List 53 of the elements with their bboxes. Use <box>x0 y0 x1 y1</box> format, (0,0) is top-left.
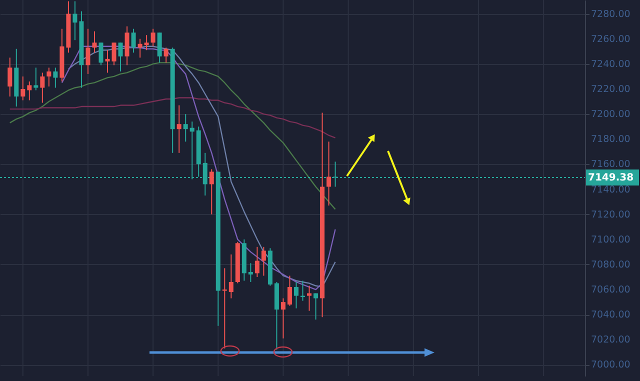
y-tick-label: 7240.00 <box>591 58 630 70</box>
candlestick <box>72 0 78 41</box>
ref-line-label: 7149.38 <box>588 172 634 184</box>
candlestick <box>98 42 104 66</box>
y-tick-label: 7060.00 <box>591 284 630 296</box>
candlestick <box>46 67 52 87</box>
candlestick <box>307 285 312 312</box>
candlestick <box>280 298 286 339</box>
candlestick <box>314 292 318 320</box>
candlestick <box>86 28 90 74</box>
candlestick <box>157 32 162 64</box>
candlestick <box>287 275 292 306</box>
y-tick-label: 7100.00 <box>591 234 630 246</box>
candlestick <box>131 28 136 54</box>
candlestick <box>118 42 123 72</box>
candlestick <box>92 30 97 54</box>
y-tick-label: 7220.00 <box>591 84 630 95</box>
candlestick <box>112 42 116 66</box>
candlestick <box>261 246 266 276</box>
candlestick <box>248 262 253 282</box>
candlestick <box>183 114 188 142</box>
candlestick <box>138 38 142 58</box>
y-tick-label: 7280.00 <box>591 8 630 20</box>
candlestick <box>105 50 110 74</box>
line-series <box>9 97 336 138</box>
y-tick-label: 7080.00 <box>591 259 630 270</box>
candlestick <box>176 104 182 154</box>
y-tick-label: 7200.00 <box>591 109 630 120</box>
candlestick <box>326 141 332 206</box>
candlestick <box>144 34 149 51</box>
candlestick <box>164 47 168 64</box>
y-tick-label: 7180.00 <box>591 134 630 146</box>
y-tick-label: 7260.00 <box>591 34 630 45</box>
y-tick-label: 7140.00 <box>591 184 630 196</box>
candlestick <box>34 67 38 91</box>
candlestick <box>40 72 45 104</box>
y-tick-label: 7000.00 <box>591 360 630 371</box>
candlestick <box>8 57 12 98</box>
candlestick <box>124 26 130 66</box>
line-series <box>9 62 336 210</box>
candlestick <box>222 268 227 349</box>
y-tick-label: 7160.00 <box>591 159 630 170</box>
candlestick <box>294 282 298 309</box>
candlestick <box>27 80 32 101</box>
y-tick-label: 7120.00 <box>591 209 630 220</box>
y-tick-label: 7040.00 <box>591 310 630 321</box>
candlestick <box>228 254 234 299</box>
candlestick <box>254 246 260 278</box>
candlestick <box>53 67 58 88</box>
candlestick <box>150 28 156 47</box>
candlestick <box>20 76 26 101</box>
candlestick <box>209 168 214 215</box>
y-tick-label: 7020.00 <box>591 334 630 346</box>
